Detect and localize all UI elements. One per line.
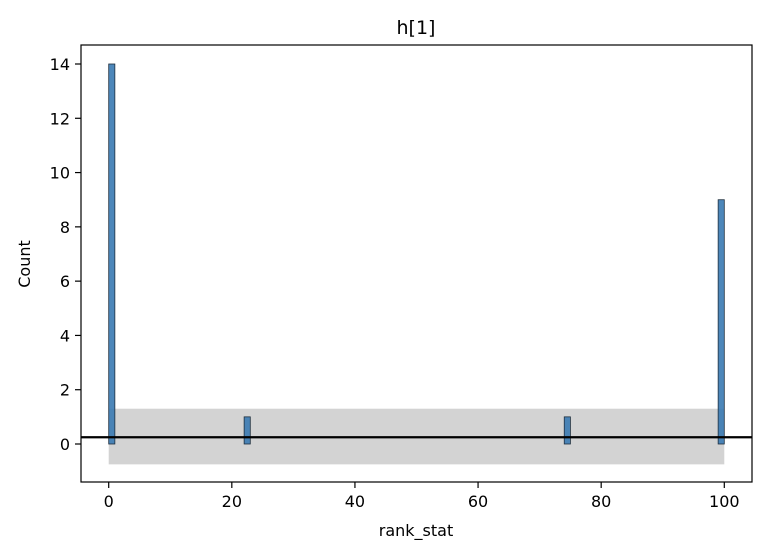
y-tick-label-10: 10: [50, 164, 70, 183]
y-axis-label: Count: [15, 240, 34, 288]
y-tick-label-6: 6: [60, 272, 70, 291]
y-tick-label-2: 2: [60, 381, 70, 400]
plot-frame: [80, 44, 753, 483]
x-tick-label-0: 0: [104, 492, 114, 511]
y-tick-label-12: 12: [50, 109, 70, 128]
y-tick-label-0: 0: [60, 435, 70, 454]
x-tick-label-20: 20: [222, 492, 242, 511]
x-tick-label-80: 80: [591, 492, 611, 511]
x-axis-label: rank_stat: [379, 521, 453, 541]
x-tick-label-100: 100: [709, 492, 740, 511]
y-tick-label-8: 8: [60, 218, 70, 237]
histogram-bar-2: [563, 416, 571, 445]
x-tick-label-40: 40: [345, 492, 365, 511]
y-tick-label-4: 4: [60, 326, 70, 345]
histogram-bar-1: [243, 416, 251, 445]
y-tick-label-14: 14: [50, 55, 70, 74]
plot-area: 0 20 40 60 80 100 0 2 4 6 8 10 12 14: [50, 44, 753, 511]
histogram-bar-3: [717, 199, 725, 445]
chart-title: h[1]: [397, 17, 436, 39]
histogram-bar-0: [108, 63, 116, 445]
x-tick-label-60: 60: [468, 492, 488, 511]
